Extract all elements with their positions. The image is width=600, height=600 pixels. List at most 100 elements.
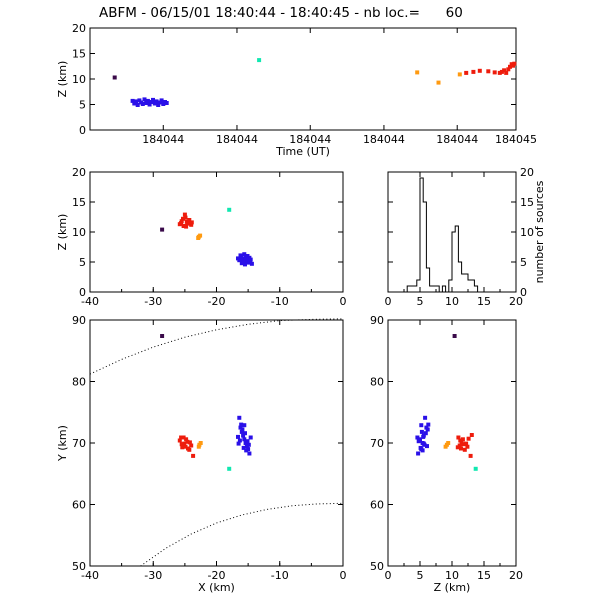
source-point	[181, 435, 186, 440]
source-point	[227, 466, 232, 471]
y-axis-label: Y (km)	[56, 425, 69, 462]
y-tick-label: 10	[72, 226, 86, 239]
orange-source-group	[196, 441, 203, 449]
violet-source-group	[160, 334, 165, 338]
y-tick-label: 5	[520, 256, 527, 269]
cyan-source-group	[227, 466, 232, 471]
source-point	[177, 438, 182, 443]
source-point	[237, 258, 242, 263]
source-point	[415, 70, 420, 75]
source-point	[242, 437, 247, 442]
y-tick-label: 20	[72, 166, 86, 179]
source-point	[419, 423, 424, 428]
source-point	[179, 442, 184, 447]
source-point	[157, 100, 162, 105]
source-point	[183, 444, 188, 449]
source-point	[186, 446, 190, 451]
blue-source-group	[236, 415, 253, 456]
source-point	[179, 221, 184, 225]
red-source-group	[177, 212, 194, 229]
x-tick-label: -10	[271, 569, 289, 582]
source-point	[508, 64, 512, 69]
source-point	[461, 442, 466, 447]
source-point	[240, 257, 245, 261]
y-tick-label: 60	[72, 499, 86, 512]
y-tick-label: 5	[79, 256, 86, 269]
source-point	[466, 436, 471, 441]
source-point	[443, 444, 448, 449]
orange-source-group	[415, 70, 462, 85]
violet-source-group	[160, 227, 165, 232]
x-axis-label: Time (UT)	[275, 145, 330, 158]
source-point	[243, 262, 247, 267]
source-point	[421, 441, 426, 446]
source-point	[464, 70, 469, 75]
source-point	[418, 438, 422, 443]
source-point	[245, 254, 250, 258]
source-point	[456, 435, 461, 440]
y-tick-label: 50	[370, 560, 384, 573]
source-point	[249, 261, 254, 266]
source-point	[151, 97, 155, 102]
source-point	[196, 444, 201, 449]
x-tick-label: 15	[477, 569, 491, 582]
source-point	[423, 415, 428, 420]
plot-frame	[89, 319, 344, 567]
figure-title: ABFM - 06/15/01 18:40:44 - 18:40:45 - nb…	[99, 5, 463, 21]
source-point	[142, 97, 147, 102]
source-point	[426, 422, 431, 427]
source-point	[241, 260, 246, 264]
source-point	[184, 437, 189, 442]
source-point	[135, 103, 140, 107]
z-y-panel: 0 5 10 15 20 50 60 70 80 90 Z (km)	[370, 314, 523, 594]
source-point	[182, 212, 187, 217]
source-point	[160, 334, 165, 338]
y-tick-label: 15	[72, 48, 86, 61]
red-source-group	[177, 435, 196, 458]
x-tick-label: 184044	[142, 133, 184, 146]
source-point	[191, 453, 196, 458]
source-point	[425, 444, 429, 449]
source-point	[257, 58, 262, 63]
y-tick-label: 70	[72, 437, 86, 450]
histogram-step-line	[388, 177, 516, 293]
x-z-panel: -40 -30 -20 -10 0 0 5 10 15 20 Z (km)	[56, 166, 347, 308]
source-point	[243, 256, 248, 261]
source-point	[423, 431, 428, 436]
chart-panels: 184044 184044 184044 184044 184044 184045 0 5 10…	[56, 22, 546, 594]
y-tick-label: 5	[79, 99, 86, 112]
source-point	[242, 423, 247, 428]
x-tick-label: 184045	[495, 133, 537, 146]
x-tick-label: 0	[385, 295, 392, 308]
source-point	[418, 445, 423, 450]
source-point	[154, 99, 159, 104]
source-point	[160, 227, 165, 232]
y-tick-label: 10	[72, 73, 86, 86]
x-tick-label: 184044	[289, 133, 331, 146]
x-tick-label: -10	[271, 295, 289, 308]
y-axis-label: Z (km)	[56, 214, 69, 251]
source-point	[457, 72, 462, 77]
source-point	[179, 435, 184, 440]
source-point	[504, 70, 509, 75]
x-tick-label: -20	[208, 569, 226, 582]
source-point	[196, 236, 201, 240]
y-tick-label: 15	[72, 196, 86, 209]
y-tick-label: 10	[520, 226, 534, 239]
source-point	[181, 224, 186, 228]
cyan-source-group	[227, 207, 232, 212]
source-point	[187, 440, 192, 445]
source-point	[239, 422, 244, 427]
y-tick-label: 0	[79, 124, 86, 137]
x-tick-label: 5	[417, 295, 424, 308]
red-source-group	[464, 61, 517, 75]
y-tick-label: 0	[79, 286, 86, 299]
y-tick-label: 20	[72, 22, 86, 35]
source-point	[185, 439, 190, 444]
source-point	[477, 68, 482, 73]
x-tick-label: 20	[509, 569, 523, 582]
source-point	[243, 431, 247, 436]
source-point	[492, 70, 497, 75]
source-point	[198, 441, 203, 445]
